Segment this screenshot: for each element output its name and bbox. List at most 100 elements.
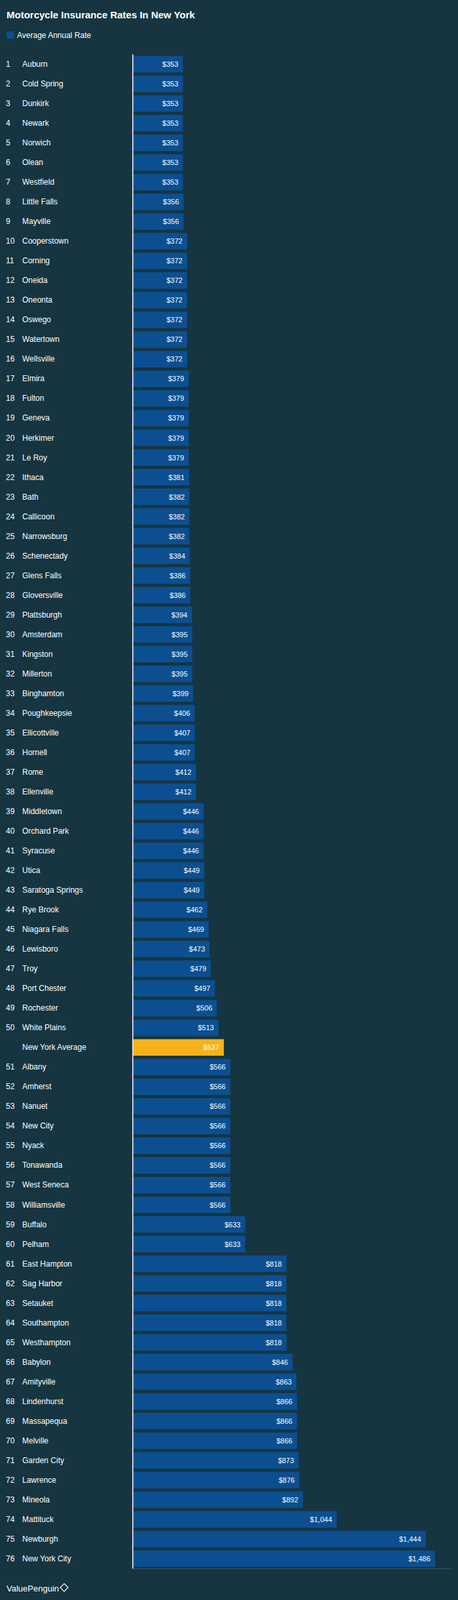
- data-label: $633: [224, 1219, 241, 1228]
- category-label: Dunkirk: [22, 98, 50, 108]
- data-label: $353: [162, 158, 178, 167]
- baseline: [132, 54, 134, 1568]
- rank-label: 56: [5, 1159, 16, 1169]
- bar: [132, 114, 184, 131]
- category-label: Mattituck: [22, 1513, 55, 1523]
- rank-label: 50: [5, 1021, 16, 1032]
- category-label: Middletown: [22, 806, 63, 816]
- category-label: Melville: [22, 1434, 49, 1445]
- rank-label: 66: [5, 1356, 16, 1366]
- bar: [132, 782, 197, 799]
- data-label: $379: [168, 453, 184, 462]
- category-label: Plattsburgh: [22, 609, 63, 619]
- rank-label: 73: [5, 1493, 16, 1503]
- data-labels: $353$353$353$353$353$353$353$356$356$372…: [162, 60, 431, 1562]
- bar: [132, 625, 193, 642]
- bar: [132, 1097, 231, 1114]
- category-label: Gloversville: [22, 590, 63, 600]
- data-label: $446: [183, 826, 199, 835]
- bar: [132, 331, 188, 348]
- category-label: Oneonta: [22, 295, 53, 305]
- source: ValuePenguin: [6, 1582, 59, 1592]
- footer: ValuePenguin: [6, 1582, 69, 1592]
- data-label: $446: [183, 845, 199, 854]
- data-label: $395: [171, 630, 188, 638]
- data-label: $818: [265, 1317, 282, 1326]
- category-label: New York City: [22, 1552, 72, 1562]
- category-label: Babylon: [22, 1356, 51, 1366]
- rank-label: 60: [5, 1238, 16, 1248]
- category-label: Oneida: [22, 275, 48, 285]
- rank-label: 30: [5, 629, 16, 639]
- data-label: $818: [265, 1337, 282, 1346]
- data-label: $372: [166, 276, 182, 284]
- category-label: Westhampton: [22, 1336, 71, 1346]
- rank-label: 23: [5, 492, 16, 502]
- bar: [132, 75, 184, 92]
- data-label: $381: [168, 473, 185, 481]
- category-label: Little Falls: [22, 196, 58, 207]
- rank-label: 39: [5, 806, 16, 816]
- bar: [132, 920, 209, 937]
- category-label: Williamsville: [22, 1199, 66, 1209]
- data-label: $382: [168, 531, 185, 540]
- bar: [132, 959, 211, 977]
- rank-label: 8: [5, 196, 11, 207]
- rank-label: 11: [5, 255, 15, 265]
- bar: [132, 94, 184, 112]
- bar: [132, 586, 191, 603]
- rank-label: 43: [5, 884, 16, 894]
- rank-label: 51: [5, 1061, 16, 1071]
- rank-label: 45: [5, 923, 16, 934]
- category-label: Callicoon: [22, 511, 55, 521]
- category-label: Massapequa: [22, 1415, 68, 1425]
- data-label: $372: [166, 256, 182, 265]
- bar: [132, 1391, 298, 1409]
- bar: [132, 370, 189, 387]
- data-label: $353: [162, 60, 178, 69]
- data-label: $866: [276, 1435, 292, 1444]
- bar: [132, 1509, 337, 1526]
- category-label: Amityville: [22, 1375, 56, 1386]
- bar: [132, 999, 218, 1016]
- data-label: $412: [175, 787, 192, 795]
- category-label: Kingston: [22, 649, 53, 659]
- category-label: Millerton: [22, 668, 52, 678]
- data-label: $566: [209, 1199, 226, 1208]
- rank-label: 26: [5, 550, 16, 561]
- bar: [132, 1411, 298, 1428]
- bar: [132, 1332, 287, 1350]
- bar: [132, 900, 208, 918]
- rank-label: 4: [5, 118, 11, 128]
- rank-label: 1: [5, 59, 11, 69]
- data-label: $566: [209, 1061, 226, 1070]
- category-label: Westfield: [22, 177, 55, 187]
- category-label: Wellsville: [22, 353, 55, 364]
- data-label: $353: [162, 99, 178, 108]
- data-label: $395: [171, 669, 188, 678]
- bar: [132, 1273, 287, 1291]
- data-label: $892: [281, 1494, 298, 1503]
- rank-label: 17: [5, 373, 16, 383]
- data-label: $407: [174, 728, 190, 737]
- category-label: Niagara Falls: [22, 923, 69, 934]
- data-label: $566: [209, 1160, 226, 1168]
- category-label: Fulton: [22, 393, 44, 403]
- category-label: Narrowsburg: [22, 531, 68, 541]
- category-label: Olean: [22, 157, 44, 167]
- rank-label: 38: [5, 786, 16, 796]
- data-label: $379: [168, 374, 184, 383]
- bar: [132, 841, 204, 858]
- data-label: $353: [162, 79, 178, 88]
- data-label: $866: [276, 1415, 292, 1424]
- bar: [132, 1116, 231, 1134]
- category-label: Syracuse: [22, 845, 55, 855]
- category-label: New City: [22, 1120, 54, 1130]
- category-label: Newburgh: [22, 1532, 59, 1543]
- rank-label: 5: [5, 138, 11, 148]
- data-label: $353: [162, 138, 178, 147]
- rank-label: 6: [5, 157, 11, 167]
- rank-label: 68: [5, 1395, 16, 1405]
- rank-label: 47: [5, 963, 16, 973]
- bar: [132, 1352, 293, 1369]
